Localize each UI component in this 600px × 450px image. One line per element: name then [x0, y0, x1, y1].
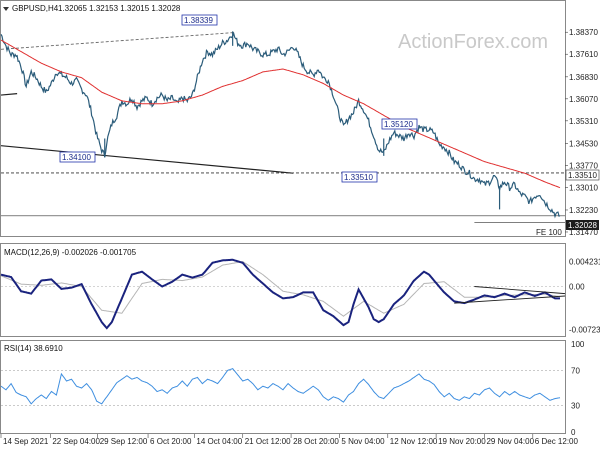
annotation-mid: 1.35120	[381, 118, 418, 130]
macd-layer	[0, 258, 566, 330]
x-tick-label: 29 Sep 12:00	[100, 437, 148, 446]
price-tick-label: 1.33010	[569, 183, 598, 192]
svg-text:1.32028: 1.32028	[568, 221, 597, 230]
macd-triangle-lower	[454, 295, 566, 304]
x-tick-label: 14 Sep 2021	[3, 437, 49, 446]
x-tick-label: 5 Nov 04:00	[341, 437, 385, 446]
annotation-high: 1.38339	[181, 14, 218, 26]
axis-layer: 1.38370 1.37610 1.36830 1.36070 1.35310 1.345…	[0, 28, 600, 446]
rsi-tick-label: 70	[571, 366, 580, 375]
rsi-pane	[0, 340, 566, 434]
price-marker-last: 1.32028	[566, 220, 599, 230]
macd-tick-label: 0.004231	[569, 257, 600, 266]
price-tick-label: 1.35310	[569, 117, 598, 126]
annotation-low-1: 1.34100	[59, 151, 96, 163]
rsi-line	[0, 367, 561, 405]
macd-triangle-upper	[474, 286, 566, 295]
fe-label: FE 100	[536, 228, 562, 237]
macd-signal-line	[0, 261, 561, 317]
rsi-layer	[0, 367, 565, 406]
price-tick-label: 1.38370	[569, 28, 598, 37]
x-tick-label: 22 Sep 04:00	[52, 437, 100, 446]
ohlc-label: 1.32065 1.32153 1.32015 1.32028	[58, 4, 181, 13]
dashed-trendline	[0, 32, 235, 50]
x-tick-label: 14 Oct 04:00	[196, 437, 242, 446]
price-marker-support: 1.33510	[565, 169, 600, 181]
svg-text:1.33510: 1.33510	[568, 171, 597, 180]
macd-line	[0, 258, 560, 330]
price-tick-label: 1.36070	[569, 95, 598, 104]
annotation-low-2: 1.33510	[341, 171, 378, 183]
header: GBPUSD,H4 1.32065 1.32153 1.32015 1.3202…	[3, 4, 181, 13]
price-tick-label: 1.33770	[569, 161, 598, 170]
x-tick-label: 6 Oct 20:00	[150, 437, 192, 446]
rsi-tick-label: 0	[571, 428, 576, 437]
price-tick-label: 1.36830	[569, 73, 598, 82]
moving-average	[0, 39, 561, 189]
x-tick-label: 19 Nov 20:00	[438, 437, 486, 446]
x-tick-label: 28 Oct 20:00	[293, 437, 339, 446]
svg-text:1.38339: 1.38339	[184, 16, 213, 25]
price-tick-label: 1.37610	[569, 50, 598, 59]
x-tick-label: 6 Dec 12:00	[535, 437, 579, 446]
watermark: ActionForex.com	[398, 31, 548, 53]
price-series	[0, 31, 561, 219]
macd-tick-label: 0.00	[569, 283, 585, 292]
price-layer	[0, 31, 565, 223]
x-tick-label: 12 Nov 12:00	[390, 437, 438, 446]
price-pane	[0, 0, 566, 237]
price-tick-label: 1.34530	[569, 139, 598, 148]
rsi-title: RSI(14) 38.6910	[4, 344, 63, 353]
macd-tick-label: -0.00723	[569, 325, 600, 334]
macd-pane	[0, 243, 566, 337]
price-tick-label: 1.31470	[569, 228, 598, 237]
short-line	[0, 93, 18, 96]
x-tick-label: 29 Nov 04:00	[486, 437, 534, 446]
support-trendline	[0, 145, 294, 174]
symbol-label: GBPUSD,H4	[12, 4, 59, 13]
svg-text:1.35120: 1.35120	[384, 120, 413, 129]
rsi-tick-label: 100	[571, 340, 585, 349]
svg-text:1.34100: 1.34100	[62, 153, 91, 162]
x-tick-label: 21 Oct 12:00	[245, 437, 291, 446]
svg-text:1.33510: 1.33510	[344, 173, 373, 182]
triangle-down-icon	[3, 7, 9, 11]
price-tick-label: 1.32230	[569, 206, 598, 215]
macd-title: MACD(12,26,9) -0.002026 -0.001705	[4, 248, 137, 257]
rsi-tick-label: 30	[571, 402, 580, 411]
